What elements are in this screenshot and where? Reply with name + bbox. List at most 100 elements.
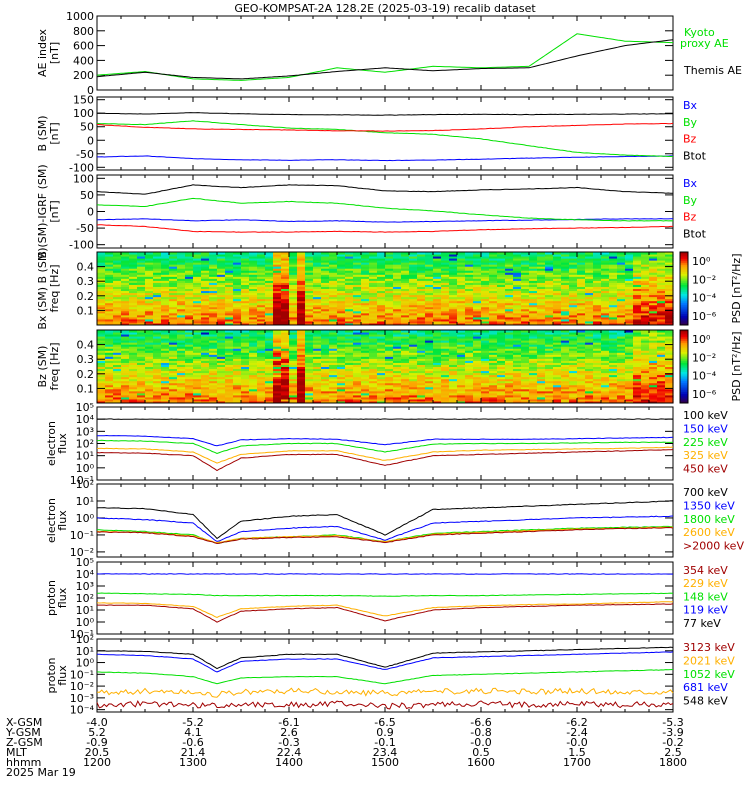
spectrogram-cell xyxy=(497,322,506,326)
spectrogram-cell xyxy=(593,252,602,255)
spectrogram-cell xyxy=(529,352,538,355)
spectrogram-cell xyxy=(161,278,170,281)
spectrogram-cell xyxy=(521,310,530,314)
spectrogram-cell xyxy=(545,400,554,404)
colorbar-segment xyxy=(680,312,688,315)
spectrogram-cell xyxy=(417,320,426,324)
spectrogram-cell xyxy=(529,394,538,398)
spectrogram-cell xyxy=(393,378,402,382)
spectrogram-cell xyxy=(345,374,354,378)
spectrogram-cell xyxy=(209,382,218,386)
spectrogram-cell xyxy=(257,322,266,326)
spectrogram-cell xyxy=(409,360,418,363)
spectrogram-cell xyxy=(441,358,450,361)
spectrogram-cell xyxy=(449,258,458,261)
spectrogram-cell xyxy=(633,310,642,314)
spectrogram-cell xyxy=(425,346,434,349)
spectrogram-cell xyxy=(249,398,258,402)
spectrogram-cell xyxy=(569,292,578,296)
spectrogram-cell xyxy=(385,278,394,281)
spectrogram-cell xyxy=(425,316,434,320)
spectrogram-cell xyxy=(537,266,546,269)
spectrogram-cell xyxy=(169,346,178,349)
spectrogram-cell xyxy=(513,332,522,335)
spectrogram-cell xyxy=(265,310,274,314)
spectrogram-cell xyxy=(201,316,210,320)
spectrogram-cell xyxy=(345,264,354,267)
spectrogram-cell xyxy=(497,310,506,314)
spectrogram-cell xyxy=(545,342,554,345)
spectrogram-cell xyxy=(385,302,394,306)
spectrogram-cell xyxy=(385,296,394,300)
spectrogram-cell xyxy=(305,252,314,255)
spectrogram-cell xyxy=(329,390,338,394)
spectrogram-cell xyxy=(209,276,218,279)
spectrogram-cell xyxy=(105,342,114,345)
spectrogram-cell xyxy=(577,292,586,296)
spectrogram-cell xyxy=(217,296,226,300)
spectrogram-cell xyxy=(401,390,410,394)
spectrogram-cell xyxy=(201,376,210,380)
spectrogram-cell xyxy=(545,370,554,374)
spectrogram-cell xyxy=(361,310,370,314)
spectrogram-cell xyxy=(353,382,362,386)
spectrogram-cell xyxy=(473,398,482,402)
spectrogram-cell xyxy=(145,290,154,294)
spectrogram-cell xyxy=(473,254,482,257)
spectrogram-cell xyxy=(121,370,130,374)
spectrogram-cell xyxy=(137,304,146,308)
spectrogram-cell xyxy=(153,354,162,357)
spectrogram-cell xyxy=(193,374,202,378)
spectrogram-cell xyxy=(505,398,514,402)
spectrogram-cell xyxy=(329,288,338,292)
spectrogram-cell xyxy=(529,374,538,378)
spectrogram-cell xyxy=(113,360,122,363)
spectrogram-cell xyxy=(145,374,154,378)
spectrogram-cell xyxy=(313,370,322,374)
spectrogram-cell xyxy=(297,256,306,259)
spectrogram-cell xyxy=(521,378,530,382)
spectrogram-cell xyxy=(353,286,362,289)
spectrogram-cell xyxy=(529,314,538,318)
spectrogram-cell xyxy=(441,330,450,333)
spectrogram-cell xyxy=(617,268,626,271)
spectrogram-cell xyxy=(329,362,338,365)
spectrogram-cell xyxy=(377,382,386,386)
spectrogram-cell xyxy=(425,264,434,267)
spectrogram-cell xyxy=(177,342,186,345)
spectrogram-cell xyxy=(233,348,242,351)
spectrogram-cell xyxy=(289,276,298,279)
spectrogram-cell xyxy=(577,260,586,263)
spectrogram-cell xyxy=(113,270,122,273)
spectrogram-cell xyxy=(281,362,290,365)
spectrogram-cell xyxy=(449,272,458,275)
spectrogram-cell xyxy=(241,340,250,343)
spectrogram-cell xyxy=(209,318,218,322)
spectrogram-cell xyxy=(313,356,322,359)
spectrogram-cell xyxy=(473,350,482,353)
spectrogram-cell xyxy=(537,336,546,339)
spectrogram-cell xyxy=(321,360,330,363)
spectrogram-cell xyxy=(129,400,138,404)
spectrogram-cell xyxy=(305,384,314,388)
spectrogram-cell xyxy=(337,298,346,302)
spectrogram-cell xyxy=(489,332,498,335)
spectrogram-cell xyxy=(553,300,562,304)
colorbar-segment xyxy=(680,273,688,277)
spectrogram-cell xyxy=(201,360,210,363)
spectrogram-cell xyxy=(609,274,618,277)
spectrogram-cell xyxy=(585,320,594,324)
spectrogram-cell xyxy=(473,302,482,306)
spectrogram-cell xyxy=(641,260,650,263)
spectrogram-cell xyxy=(257,344,266,347)
spectrogram-cell xyxy=(329,358,338,361)
spectrogram-cell xyxy=(265,342,274,345)
spectrogram-cell xyxy=(521,364,530,367)
spectrogram-cell xyxy=(409,368,418,372)
spectrogram-cell xyxy=(185,382,194,386)
spectrogram-cell xyxy=(353,332,362,335)
spectrogram-cell xyxy=(113,272,122,275)
spectrogram-cell xyxy=(297,268,306,271)
spectrogram-cell xyxy=(257,308,266,312)
